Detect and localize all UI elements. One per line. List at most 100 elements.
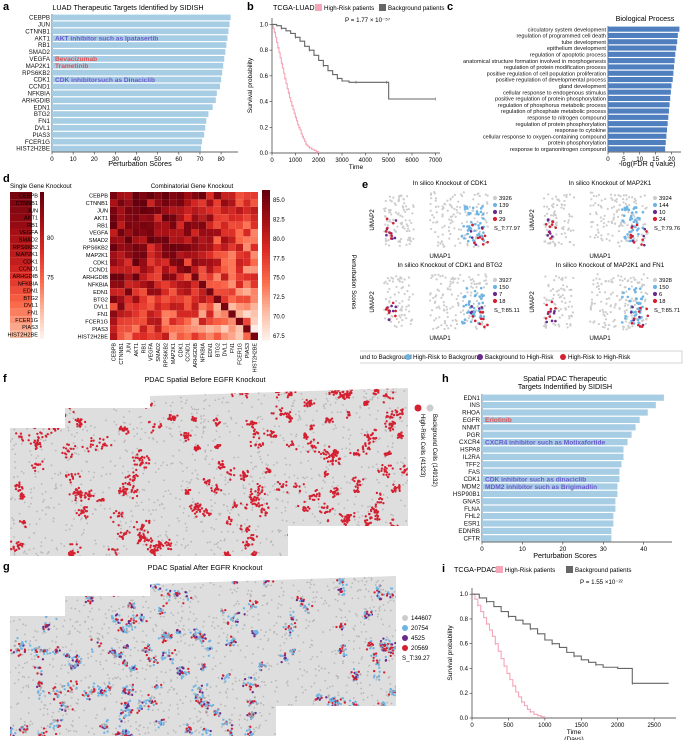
cell <box>81 445 84 449</box>
right-colorbar-seg <box>262 337 270 341</box>
umap-point <box>630 280 633 284</box>
umap-point <box>484 219 487 222</box>
cell-bg <box>229 431 231 433</box>
cell <box>136 396 140 400</box>
cell <box>315 532 318 536</box>
combo-cell <box>228 251 236 259</box>
cell-bg <box>39 408 41 411</box>
umap-point <box>595 285 598 289</box>
umap-point <box>605 297 608 301</box>
cell-bg <box>34 421 37 424</box>
cell <box>392 413 396 417</box>
panel-c-title: Biological Process <box>616 14 675 23</box>
cell-bg <box>368 388 370 391</box>
left-colorbar-seg <box>40 308 44 313</box>
cell <box>115 510 118 513</box>
cell <box>100 498 104 501</box>
left-colorbar-seg <box>40 239 44 244</box>
cell <box>56 395 59 398</box>
cell <box>143 456 146 459</box>
bar-tube development <box>608 39 678 45</box>
y-tick-label: 0.2 <box>260 125 269 131</box>
umap-point <box>447 226 451 229</box>
umap-point <box>553 210 556 213</box>
umap-point <box>384 207 387 210</box>
cell-bg <box>256 417 259 420</box>
cell <box>266 429 269 432</box>
row-gene-label-akt1: AKT1 <box>94 216 108 222</box>
cell <box>349 390 352 393</box>
cell-bg <box>317 502 320 505</box>
umap-point-hr <box>549 237 552 240</box>
umap-xlabel-3: UMAP1 <box>589 335 611 342</box>
umap-point <box>597 231 600 234</box>
cell <box>325 534 328 537</box>
umap-point <box>443 309 446 312</box>
cell-bg <box>388 531 391 534</box>
umap-point-hh <box>473 319 477 323</box>
combo-cell <box>198 325 207 333</box>
umap-point <box>435 317 438 320</box>
cell-bg <box>75 452 78 455</box>
cell-bg <box>322 479 325 482</box>
cell <box>367 437 371 440</box>
umap-point <box>456 205 459 208</box>
col-gene-label-arhgdib: ARHGDIB <box>193 343 199 368</box>
cell-bg <box>281 519 284 522</box>
cell-bg <box>143 469 146 471</box>
cell <box>145 538 148 542</box>
umap-point <box>482 286 486 289</box>
umap-point-hb <box>626 233 629 236</box>
tick-label-smad2: SMAD2 <box>29 49 51 56</box>
cell <box>49 394 52 397</box>
cell <box>323 506 326 509</box>
x-tick-label: 70 <box>197 156 204 163</box>
cell <box>144 406 148 409</box>
cell-bg <box>95 508 97 511</box>
combo-cell <box>206 214 214 222</box>
umap-point <box>620 275 623 278</box>
umap-point <box>437 241 440 244</box>
single-cell-rb1 <box>10 221 32 229</box>
right-colorbar-seg <box>262 319 270 323</box>
umap-point-hb <box>472 306 476 310</box>
combo-cell <box>191 280 199 289</box>
cell <box>12 545 15 549</box>
combo-cell <box>206 258 214 266</box>
umap-point <box>624 202 627 205</box>
cell-bg <box>14 412 17 415</box>
combo-cell <box>110 303 118 311</box>
umap-point <box>628 321 631 324</box>
cell-bg <box>88 470 90 473</box>
cell-bg <box>131 515 134 518</box>
cell <box>133 459 136 462</box>
cell-bg <box>194 434 197 437</box>
left-gene-label-fcer1g: FCER1G <box>15 318 38 324</box>
combo-cell <box>154 273 162 281</box>
cell-bg <box>285 520 288 522</box>
cell <box>398 487 401 491</box>
right-colorbar-seg <box>262 277 270 281</box>
cell-bg <box>159 534 162 537</box>
combo-cell <box>221 280 229 289</box>
combo-cell <box>228 295 236 303</box>
cell-bg <box>405 520 408 522</box>
combo-cell <box>235 266 244 274</box>
cell <box>287 445 291 448</box>
cell <box>377 389 380 392</box>
cell <box>298 485 301 488</box>
cell-bg <box>163 479 165 482</box>
y-axis-label: Survival probability <box>247 57 254 113</box>
bar-cellular response to oxygen-containing compound <box>608 133 667 139</box>
umap-point-hh <box>470 236 474 239</box>
combo-cell <box>206 288 214 296</box>
cell <box>33 422 36 425</box>
cell-bg <box>362 396 365 399</box>
cell <box>205 389 209 393</box>
cell <box>197 388 200 391</box>
cell <box>120 515 124 518</box>
umap-point <box>396 225 399 228</box>
combo-cell <box>139 206 147 215</box>
cell-bg <box>91 513 94 515</box>
cell <box>20 485 24 489</box>
